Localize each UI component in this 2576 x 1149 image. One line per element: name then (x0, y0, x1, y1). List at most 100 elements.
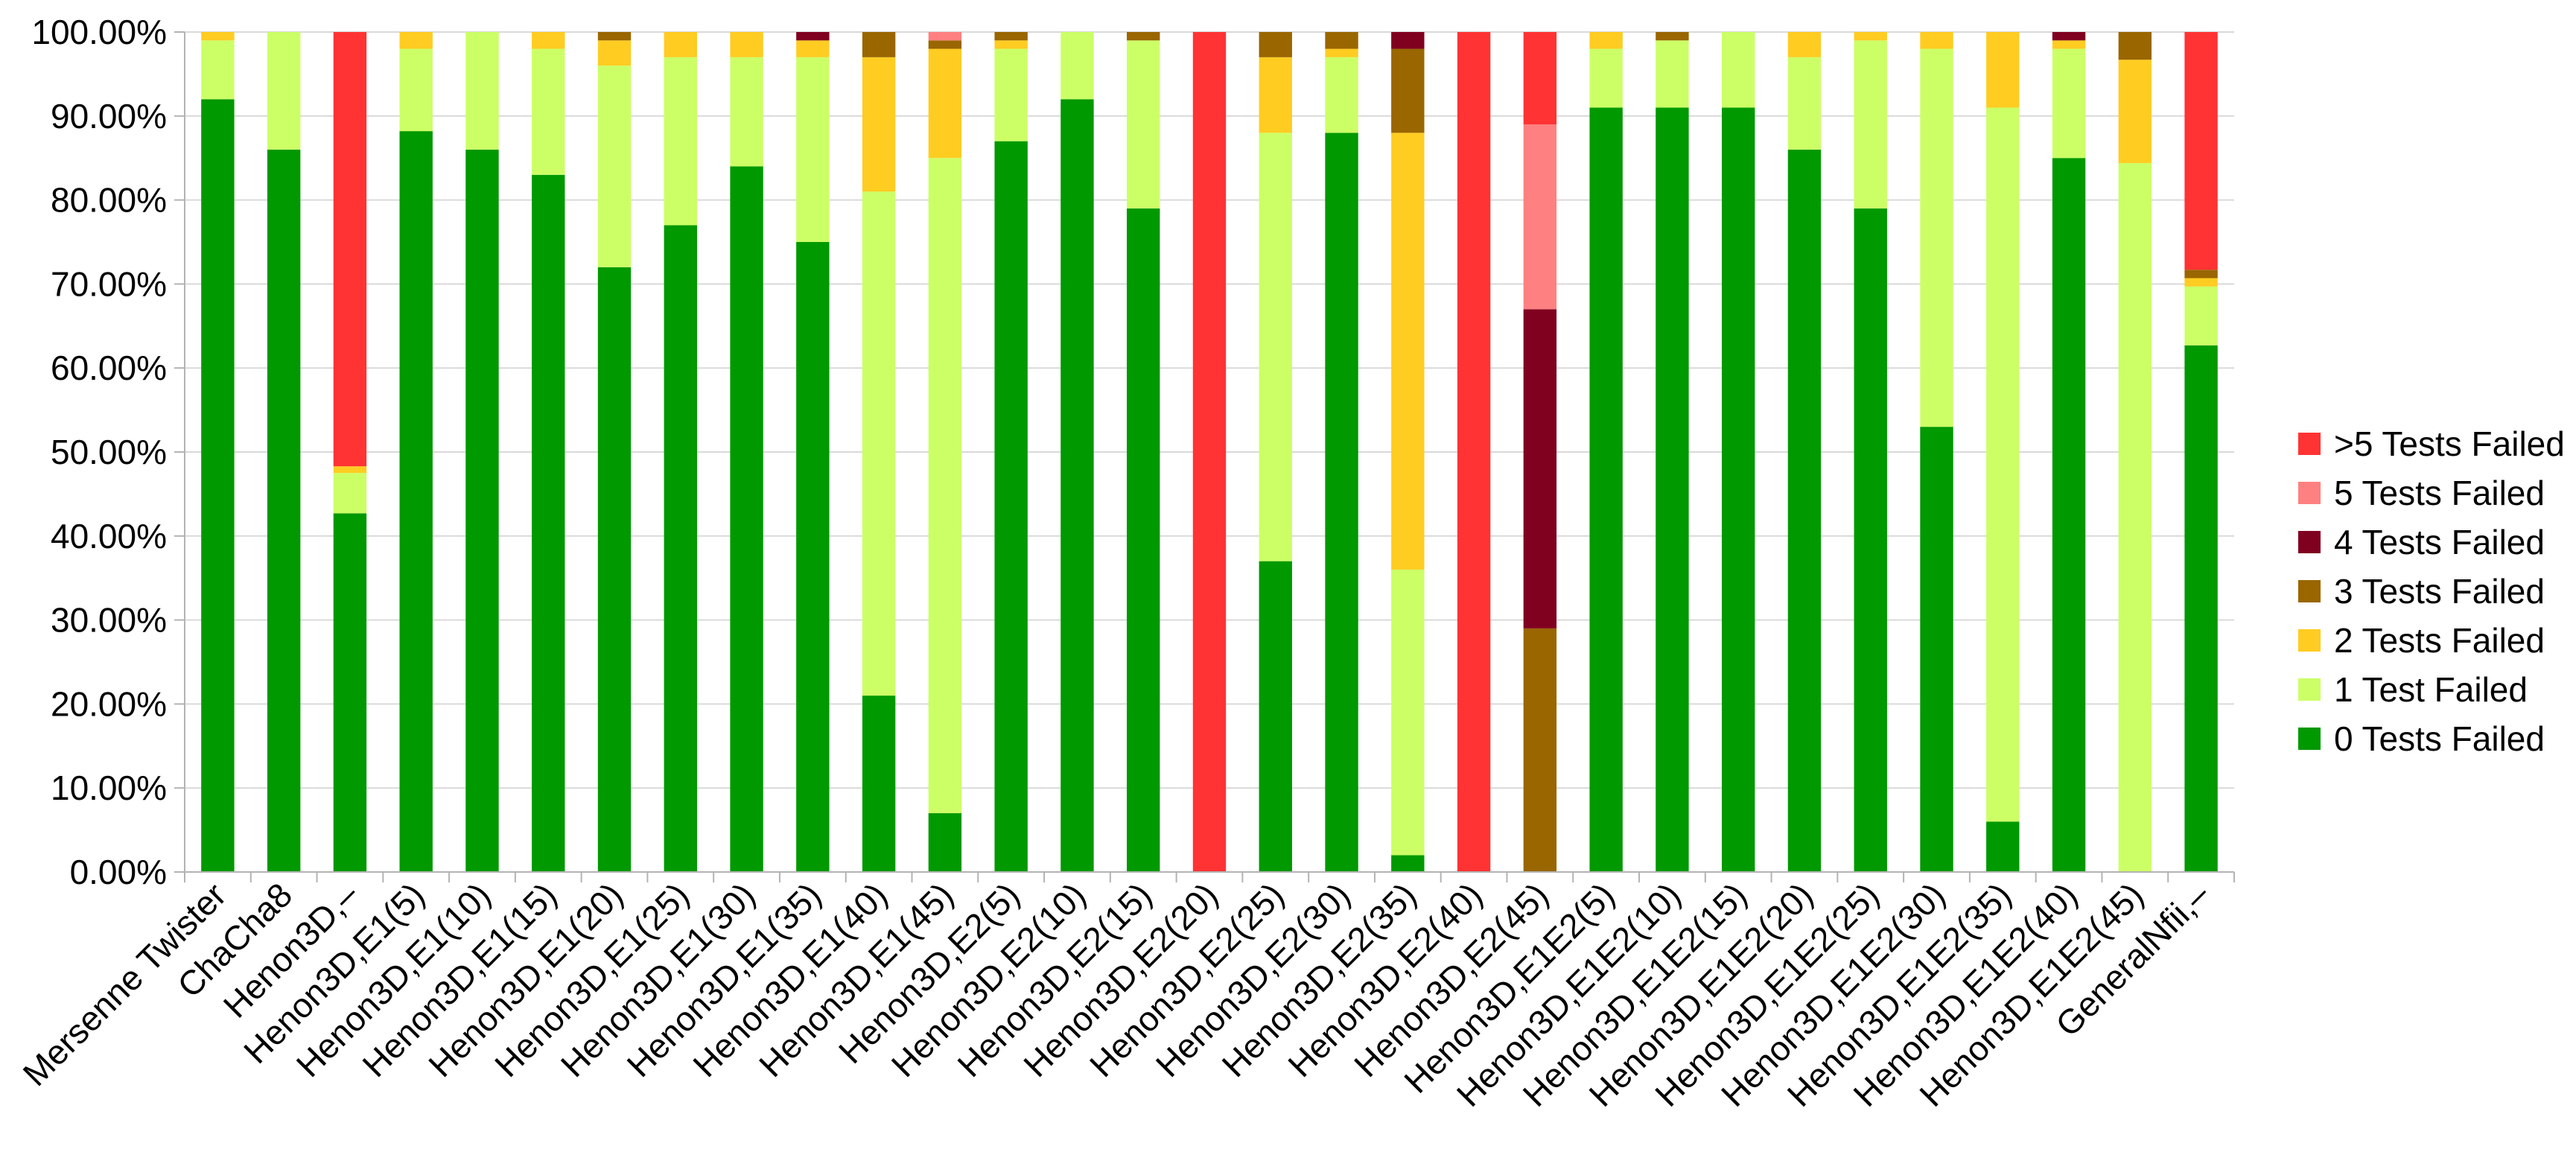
bar-segment (862, 57, 896, 192)
bar-segment (928, 158, 962, 814)
bar-segment (267, 32, 301, 150)
legend-label: 3 Tests Failed (2334, 572, 2545, 611)
bar-segment (1259, 133, 1292, 561)
bar-segment (465, 32, 499, 150)
bar-segment (2052, 48, 2086, 159)
bar-segment (2184, 286, 2218, 346)
bar-segment (1325, 32, 1358, 49)
bar-segment (2184, 270, 2218, 279)
legend-label: 2 Tests Failed (2334, 621, 2545, 660)
bar-segment (201, 40, 235, 100)
bar-segment (465, 149, 499, 873)
bar-segment (796, 57, 830, 242)
bar-segment (928, 40, 962, 49)
y-axis-tick-labels: 0.00% 10.00% 20.00% 30.00% 40.00% 50.00% 60.00… (31, 13, 167, 891)
bar-segment (1127, 40, 1160, 209)
bar-segment (1589, 107, 1623, 872)
bar-segment (1854, 40, 1887, 209)
legend-swatch (2298, 678, 2321, 701)
bar-segment (1920, 32, 1953, 49)
bar-segment (597, 40, 632, 66)
bar-segment (201, 99, 235, 873)
bar-segment (1127, 208, 1160, 872)
bar-segment (1325, 133, 1358, 873)
bar-segment (399, 48, 433, 132)
bar-segment (1787, 57, 1822, 150)
bar-segment (1060, 32, 1094, 100)
bar-segment (2118, 60, 2152, 163)
bar-segment (1325, 48, 1358, 57)
bar-segment (597, 32, 632, 41)
bar-segment (730, 57, 763, 167)
legend-swatch (2298, 482, 2321, 504)
x-axis-tick-labels: Mersenne TwisterChaCha8Henon3D,–Henon3D,… (16, 875, 2217, 1114)
y-tick-label: 0.00% (70, 853, 167, 891)
bar-segment (1259, 57, 1292, 133)
bar-segment (862, 191, 896, 696)
bar-segment (994, 141, 1028, 872)
bar-segment (267, 149, 301, 873)
y-tick-label: 10.00% (51, 768, 167, 807)
bar-segment (994, 40, 1028, 49)
bar-segment (1192, 32, 1227, 872)
legend-label: >5 Tests Failed (2334, 424, 2565, 463)
legend-swatch (2298, 728, 2321, 750)
bar-segment (597, 66, 632, 267)
bar-segment (2052, 158, 2086, 872)
bar-segment (796, 242, 830, 872)
bar-segment (1523, 32, 1557, 125)
y-tick-label: 50.00% (51, 433, 167, 471)
bar-segment (1854, 32, 1887, 41)
bar-segment (796, 32, 830, 41)
legend-swatch (2298, 580, 2321, 602)
bar-segment (532, 174, 565, 872)
y-tick-label: 80.00% (51, 181, 167, 220)
y-tick-label: 40.00% (51, 517, 167, 556)
bar-segment (2052, 32, 2086, 41)
bar-segment (928, 48, 962, 159)
bar-segment (1986, 32, 2020, 108)
y-tick-label: 20.00% (51, 684, 167, 723)
bar-segment (1722, 32, 1755, 108)
bar-segment (333, 513, 367, 872)
bar-segment (532, 32, 565, 49)
bar-segment (862, 696, 896, 872)
bar-segment (1523, 309, 1557, 628)
bar-segment (928, 813, 962, 872)
bar-segment (796, 40, 830, 57)
bar-segment (2184, 32, 2218, 270)
bar-segment (1986, 821, 2020, 872)
legend-swatch (2298, 433, 2321, 455)
bar-segment (664, 32, 697, 57)
y-tick-label: 100.00% (31, 13, 167, 51)
bar-segment (730, 166, 763, 873)
bar-segment (928, 32, 962, 41)
bar-segment (399, 32, 433, 49)
legend-swatch (2298, 629, 2321, 652)
bar-segment (2184, 345, 2218, 872)
bar-segment (201, 32, 235, 41)
bar-segment (1457, 32, 1491, 872)
bars (201, 32, 2218, 873)
bar-segment (1920, 48, 1953, 427)
bar-segment (2118, 32, 2152, 60)
bar-segment (1787, 149, 1822, 873)
bar-segment (399, 131, 433, 872)
bar-segment (2118, 162, 2152, 872)
bar-segment (333, 466, 367, 474)
bar-segment (1523, 628, 1557, 872)
bar-segment (532, 48, 565, 175)
y-tick-label: 90.00% (51, 97, 167, 136)
bar-segment (664, 225, 697, 872)
bar-segment (1656, 32, 1689, 41)
bar-segment (1920, 427, 1953, 872)
bar-segment (333, 473, 367, 514)
bar-segment (597, 267, 632, 873)
y-tick-label: 70.00% (51, 264, 167, 303)
bar-segment (1127, 32, 1160, 41)
bar-segment (1391, 32, 1425, 49)
bar-segment (994, 32, 1028, 41)
bar-segment (1259, 561, 1292, 872)
